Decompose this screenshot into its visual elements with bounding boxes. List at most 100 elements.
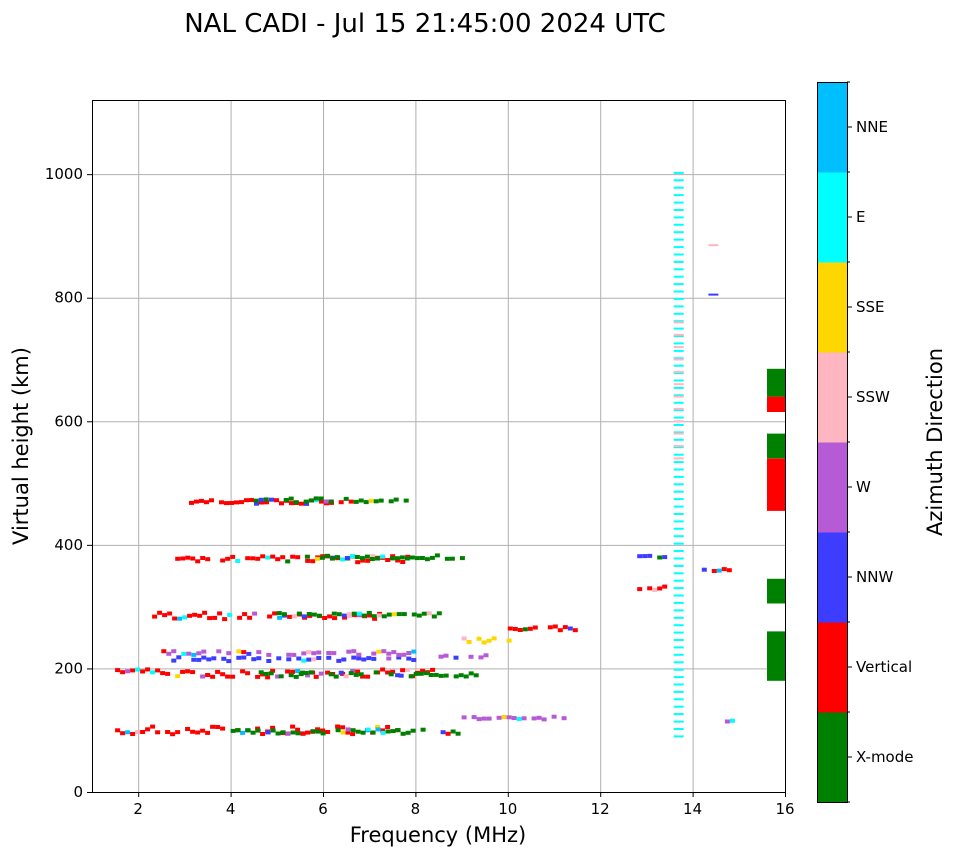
data-point [241, 655, 247, 660]
data-point [348, 671, 354, 676]
data-point [453, 674, 459, 679]
data-point [227, 612, 233, 617]
x-axis-label: Frequency (MHz) [350, 823, 526, 847]
data-point [385, 729, 391, 734]
data-point [365, 674, 371, 679]
colorbar-swatch [817, 82, 847, 173]
data-point [351, 655, 357, 660]
data-point [196, 651, 202, 656]
data-point [657, 555, 663, 560]
data-point [291, 652, 297, 657]
data-point [350, 732, 356, 737]
data-point [361, 613, 367, 618]
data-point [476, 636, 482, 641]
colorbar-swatch [817, 622, 847, 713]
data-point [167, 611, 173, 616]
data-point [130, 732, 136, 736]
data-point [270, 725, 276, 730]
data-point [130, 668, 136, 673]
data-point [276, 611, 282, 616]
data-point [673, 357, 684, 360]
data-point [673, 268, 684, 271]
data-point [673, 342, 684, 345]
data-point [358, 498, 364, 503]
data-point [180, 556, 186, 561]
colorbar-frame [817, 82, 848, 803]
data-point [423, 671, 429, 676]
data-point [135, 730, 141, 734]
data-point [721, 567, 727, 572]
data-point [161, 649, 167, 654]
data-point [209, 498, 214, 503]
data-point [673, 395, 684, 398]
data-point [516, 717, 522, 721]
data-point [461, 636, 467, 641]
data-point [343, 496, 349, 501]
data-point [716, 568, 722, 573]
data-point [458, 673, 464, 678]
data-point [428, 673, 434, 677]
data-point [206, 657, 212, 662]
data-point [316, 650, 322, 655]
data-point [453, 655, 459, 660]
data-point [341, 613, 347, 618]
plot-frame [92, 100, 786, 793]
data-point [371, 656, 377, 661]
data-point [264, 500, 269, 505]
data-point [429, 555, 435, 560]
data-point [366, 610, 372, 615]
y-tick-label: 800 [54, 289, 83, 307]
data-point [197, 613, 203, 618]
data-point [260, 732, 266, 736]
data-point [391, 650, 397, 655]
data-point [349, 554, 355, 559]
data-point [371, 614, 377, 619]
data-point [306, 612, 312, 616]
data-point [246, 651, 252, 656]
data-point [157, 610, 163, 615]
data-point [767, 368, 785, 397]
data-point [311, 612, 317, 617]
data-point [506, 638, 512, 643]
data-point [403, 498, 409, 503]
data-point [310, 559, 316, 564]
data-point [175, 674, 181, 679]
y-tick-label: 0 [73, 783, 83, 801]
data-point [404, 556, 410, 561]
data-point [268, 671, 274, 676]
data-point [420, 727, 426, 732]
data-point [424, 557, 430, 562]
data-point [140, 669, 146, 674]
data-point [145, 727, 151, 732]
data-point [305, 730, 311, 735]
data-point [311, 657, 317, 662]
data-point [150, 670, 156, 675]
data-point [355, 729, 361, 734]
data-point [187, 613, 193, 618]
data-point [370, 554, 376, 559]
data-point [253, 498, 259, 503]
data-point [191, 652, 197, 657]
data-point [673, 468, 684, 471]
data-point [400, 560, 406, 564]
data-point [363, 500, 369, 505]
data-point [263, 497, 269, 502]
data-point [411, 612, 417, 617]
data-point [255, 728, 261, 733]
data-point [637, 554, 643, 559]
data-point [673, 372, 684, 375]
colorbar-swatch [817, 352, 847, 443]
data-point [673, 194, 684, 197]
data-point [115, 668, 121, 673]
data-point [310, 729, 316, 734]
colorbar-swatch [817, 712, 847, 803]
data-point [673, 587, 684, 590]
data-point [399, 555, 405, 560]
x-axis: 2 4 6 8 10 12 14 16 [133, 792, 795, 818]
data-point [405, 730, 411, 735]
data-point [190, 729, 196, 734]
data-point [394, 556, 400, 561]
data-point [351, 611, 357, 616]
data-points [115, 171, 785, 738]
data-point [258, 670, 264, 675]
